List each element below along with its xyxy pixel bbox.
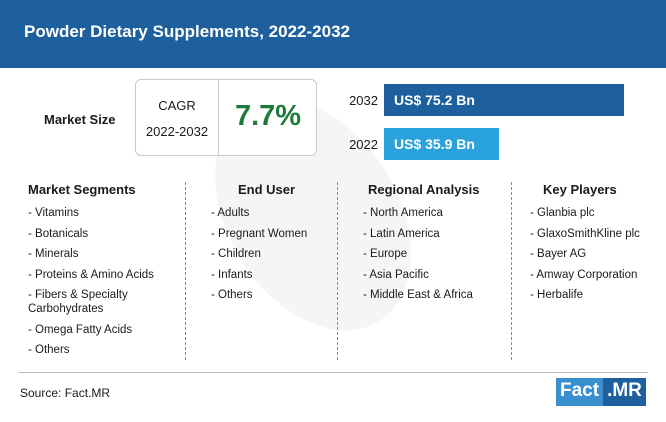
bar-row-2022: 2022 US$ 35.9 Bn — [340, 128, 650, 160]
column-divider — [337, 182, 338, 360]
list-item: - Europe — [363, 248, 408, 260]
cagr-period: 2022-2032 — [145, 124, 209, 139]
bar-year-label: 2032 — [349, 93, 378, 108]
list-item: - Pregnant Women — [211, 227, 308, 240]
end-user-heading: End User — [238, 182, 296, 197]
list-item: - Others — [28, 344, 70, 356]
cagr-box: CAGR 2022-2032 7.7% — [135, 79, 317, 156]
page-title: Powder Dietary Supplements, 2022-2032 — [24, 22, 350, 41]
logo-fact: Fact — [556, 378, 604, 406]
list-item: - Bayer AG — [530, 248, 587, 260]
factmr-logo: Fact .MR — [556, 378, 646, 406]
list-item: - Omega Fatty Acids — [28, 323, 133, 336]
source-note: Source: Fact.MR — [20, 386, 111, 400]
list-item: - Infants — [211, 268, 253, 281]
bar-year-label: 2022 — [349, 137, 378, 152]
list-item: - Glanbia plc — [530, 207, 595, 219]
list-item: - Proteins & Amino Acids — [28, 268, 154, 281]
regional-analysis-heading: Regional Analysis — [368, 182, 480, 197]
regional-analysis-column: Regional Analysis - North America - Lati… — [363, 182, 503, 366]
list-item: - Children — [211, 248, 261, 260]
list-item: - Herbalife — [530, 289, 584, 301]
list-item: - Fibers & Specialty Carbohydrates — [28, 289, 128, 315]
bar-2022 — [384, 128, 499, 160]
list-item: - Amway Corporation — [530, 268, 638, 281]
list-item: - Minerals — [28, 248, 79, 260]
list-item: - Middle East & Africa — [363, 289, 473, 301]
bar-value-label: US$ 35.9 Bn — [394, 136, 475, 152]
cagr-value: 7.7% — [234, 100, 302, 132]
cagr-divider — [218, 80, 219, 155]
list-item: - North America — [363, 207, 443, 219]
market-size-label: Market Size — [44, 112, 116, 127]
bar-value-label: US$ 75.2 Bn — [394, 92, 475, 108]
list-item: - GlaxoSmithKline plc — [530, 227, 640, 240]
footer-divider — [18, 372, 648, 373]
list-item: - Botanicals — [28, 227, 89, 240]
segment-columns: Market Segments - Vitamins - Botanicals … — [18, 182, 648, 366]
bar-2032 — [384, 84, 624, 116]
column-divider — [185, 182, 186, 360]
list-item: - Latin America — [363, 227, 440, 240]
key-players-heading: Key Players — [543, 182, 617, 197]
market-segments-column: Market Segments - Vitamins - Botanicals … — [28, 182, 188, 366]
list-item: - Asia Pacific — [363, 268, 429, 281]
market-segments-heading: Market Segments — [28, 182, 136, 197]
header-banner: Powder Dietary Supplements, 2022-2032 — [0, 0, 666, 68]
list-item: - Adults — [211, 207, 250, 219]
logo-mr: .MR — [603, 378, 646, 406]
cagr-label: CAGR — [158, 98, 196, 113]
key-players-column: Key Players - Glanbia plc - GlaxoSmithKl… — [530, 182, 655, 366]
column-divider — [511, 182, 512, 360]
bar-row-2032: 2032 US$ 75.2 Bn — [340, 84, 650, 116]
end-user-column: End User - Adults - Pregnant Women - Chi… — [211, 182, 341, 366]
list-item: - Vitamins — [28, 207, 79, 219]
market-size-bar-chart: 2032 US$ 75.2 Bn 2022 US$ 35.9 Bn — [340, 80, 650, 160]
list-item: - Others — [211, 289, 253, 301]
